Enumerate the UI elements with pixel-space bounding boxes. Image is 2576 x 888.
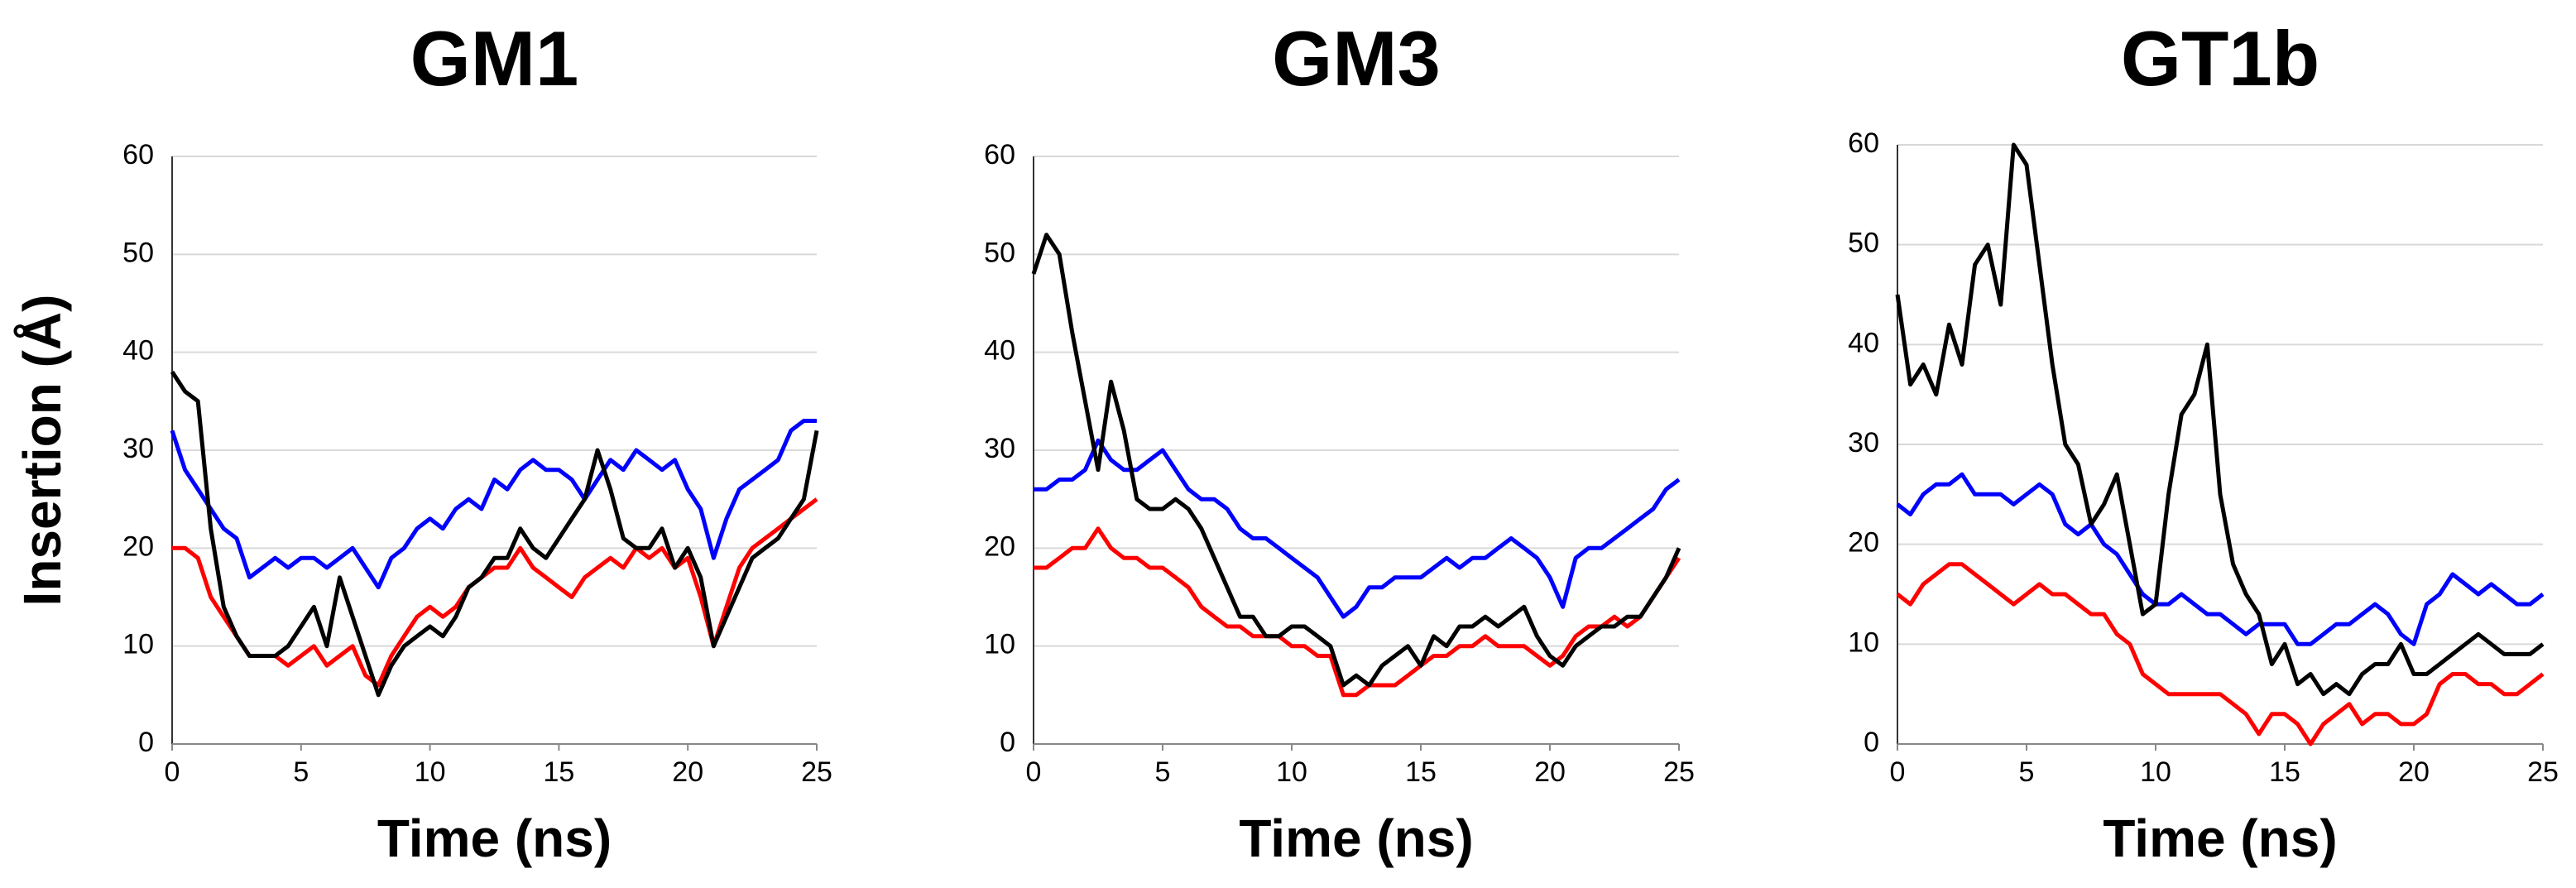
- y-tick-label: 40: [1848, 327, 1879, 358]
- x-tick-label: 10: [415, 756, 446, 788]
- y-tick-label: 40: [984, 335, 1015, 367]
- y-tick-label: 60: [984, 139, 1015, 170]
- y-tick-label: 0: [1864, 727, 1879, 758]
- series-line: [1034, 438, 1681, 619]
- x-tick-label: 0: [165, 756, 180, 788]
- x-tick-label: 20: [672, 756, 703, 788]
- series-line: [1896, 562, 2545, 746]
- y-axis-label: Insertion (Å): [12, 295, 72, 607]
- y-tick-label: 30: [1848, 427, 1879, 458]
- x-axis-label: Time (ns): [2103, 809, 2337, 868]
- y-tick-label: 20: [122, 530, 154, 562]
- series-line: [170, 419, 817, 590]
- y-tick-label: 50: [122, 237, 154, 268]
- x-tick-label: 20: [2398, 756, 2430, 788]
- series-line: [170, 370, 819, 698]
- x-tick-label: 0: [1890, 756, 1906, 788]
- x-tick-label: 25: [1663, 756, 1695, 788]
- x-tick-label: 5: [2019, 756, 2035, 788]
- y-tick-label: 50: [984, 237, 1015, 268]
- x-axis-label: Time (ns): [1239, 809, 1473, 868]
- chart-title: GM1: [410, 15, 579, 102]
- y-tick-label: 20: [984, 530, 1015, 562]
- y-tick-label: 40: [122, 335, 154, 367]
- y-tick-label: 0: [138, 727, 154, 758]
- x-tick-label: 15: [1405, 756, 1437, 788]
- y-tick-label: 30: [984, 433, 1015, 464]
- series-line: [1031, 233, 1681, 688]
- x-tick-label: 15: [543, 756, 574, 788]
- x-tick-label: 25: [801, 756, 832, 788]
- x-tick-label: 5: [1155, 756, 1171, 788]
- x-tick-label: 15: [2269, 756, 2300, 788]
- x-tick-label: 25: [2527, 756, 2559, 788]
- y-tick-label: 30: [122, 433, 154, 464]
- y-tick-label: 50: [1848, 228, 1879, 259]
- y-tick-label: 0: [1000, 727, 1015, 758]
- x-tick-label: 20: [1534, 756, 1566, 788]
- y-tick-label: 10: [122, 629, 154, 660]
- chart-title: GT1b: [2121, 15, 2319, 102]
- x-tick-label: 0: [1026, 756, 1042, 788]
- x-axis-label: Time (ns): [377, 809, 612, 868]
- y-tick-label: 60: [122, 139, 154, 170]
- y-tick-label: 60: [1848, 127, 1879, 159]
- x-tick-label: 10: [2140, 756, 2171, 788]
- series-line: [1895, 142, 2545, 697]
- series-line: [1896, 472, 2545, 646]
- chart-title: GM3: [1272, 15, 1441, 102]
- y-tick-label: 20: [1848, 527, 1879, 559]
- x-tick-label: 10: [1276, 756, 1307, 788]
- x-tick-label: 5: [293, 756, 309, 788]
- y-tick-label: 10: [984, 629, 1015, 660]
- series-line: [1034, 526, 1681, 698]
- y-tick-label: 10: [1848, 626, 1879, 658]
